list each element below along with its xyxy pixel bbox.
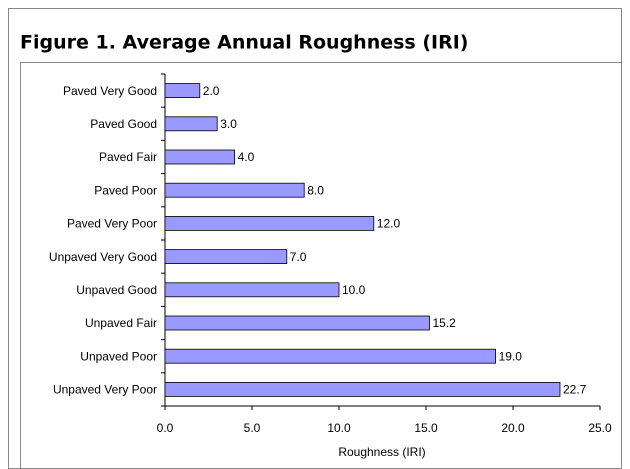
x-tick-label: 5.0 <box>244 421 261 435</box>
x-tick-label: 0.0 <box>157 421 174 435</box>
data-label: 22.7 <box>563 383 587 397</box>
bar <box>164 249 288 265</box>
data-label: 4.0 <box>238 150 255 164</box>
x-axis-title: Roughness (IRI) <box>338 445 425 459</box>
bar <box>164 116 218 132</box>
y-tick-label: Unpaved Very Poor <box>53 383 157 397</box>
bar <box>164 282 340 298</box>
x-tick-label: 25.0 <box>588 421 612 435</box>
y-tick-label: Paved Fair <box>99 150 157 164</box>
y-tick-label: Paved Very Good <box>63 84 157 98</box>
y-tick-label: Unpaved Poor <box>80 349 157 363</box>
data-label: 7.0 <box>290 250 307 264</box>
data-label: 8.0 <box>307 183 324 197</box>
y-tick-label: Unpaved Good <box>76 283 157 297</box>
y-tick-label: Paved Very Poor <box>67 217 157 231</box>
y-tick-label: Unpaved Very Good <box>49 250 157 264</box>
y-tick-label: Unpaved Fair <box>85 316 157 330</box>
bar <box>164 149 235 165</box>
x-tick-label: 20.0 <box>501 421 525 435</box>
bar <box>164 182 305 198</box>
data-label: 3.0 <box>220 117 237 131</box>
bar <box>164 83 201 98</box>
data-label: 10.0 <box>342 283 366 297</box>
bar <box>164 315 430 331</box>
bar <box>164 381 561 397</box>
bar <box>164 215 375 231</box>
x-tick-label: 10.0 <box>327 421 351 435</box>
bar <box>164 348 497 364</box>
data-label: 2.0 <box>203 84 220 98</box>
chart-title: Figure 1. Average Annual Roughness (IRI) <box>20 32 469 54</box>
y-tick-label: Paved Poor <box>94 183 157 197</box>
data-label: 19.0 <box>499 349 523 363</box>
x-tick-label: 15.0 <box>414 421 438 435</box>
data-label: 12.0 <box>377 217 401 231</box>
data-label: 15.2 <box>432 316 456 330</box>
outer-frame <box>8 8 622 469</box>
y-tick-label: Paved Good <box>90 117 157 131</box>
